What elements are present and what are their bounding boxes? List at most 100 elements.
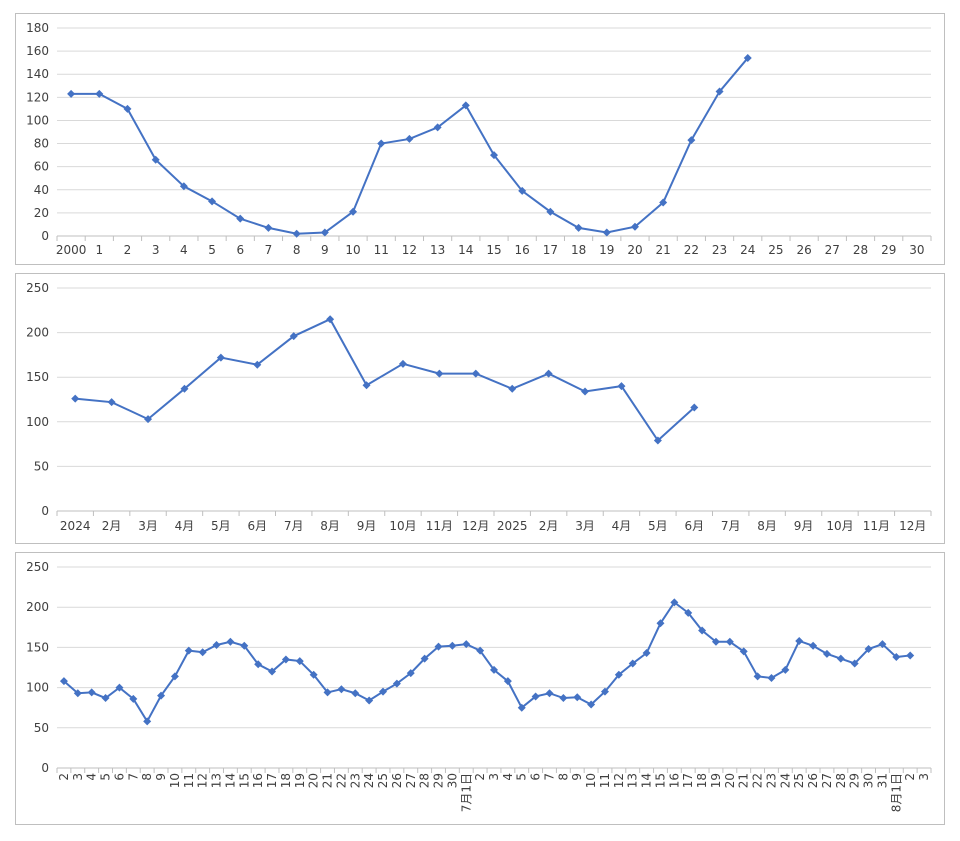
- data-point-marker: [349, 207, 358, 216]
- data-point-marker: [144, 415, 153, 424]
- data-point-marker: [508, 384, 517, 393]
- data-point-marker: [309, 670, 318, 679]
- x-tick-label: 2: [57, 773, 71, 781]
- data-point-marker: [157, 691, 166, 700]
- x-tick-label: 21: [737, 773, 751, 788]
- x-tick-label: 24: [362, 773, 376, 788]
- data-point-marker: [767, 673, 776, 682]
- x-tick-label: 13: [210, 773, 224, 788]
- x-tick-label: 26: [796, 243, 811, 257]
- x-tick-label: 30: [862, 773, 876, 788]
- y-tick-label: 160: [26, 44, 49, 58]
- data-point-marker: [781, 665, 790, 674]
- x-tick-label: 4: [180, 243, 188, 257]
- data-point-marker: [518, 186, 527, 195]
- y-tick-label: 60: [34, 160, 49, 174]
- data-point-marker: [725, 637, 734, 646]
- y-tick-label: 40: [34, 183, 49, 197]
- x-tick-label: 1: [95, 243, 103, 257]
- x-tick-label: 7月: [284, 519, 304, 533]
- y-tick-label: 250: [26, 281, 49, 295]
- data-point-marker: [289, 332, 298, 341]
- x-tick-label: 15: [237, 773, 251, 788]
- data-point-marker: [435, 369, 444, 378]
- data-point-marker: [326, 315, 335, 324]
- x-tick-label: 9月: [357, 519, 377, 533]
- x-tick-label: 30: [445, 773, 459, 788]
- y-tick-label: 150: [26, 370, 49, 384]
- data-point-marker: [462, 640, 471, 649]
- x-tick-label: 10月: [389, 519, 416, 533]
- x-tick-label: 26: [806, 773, 820, 788]
- x-tick-label: 3: [71, 773, 85, 781]
- x-tick-label: 20: [307, 773, 321, 788]
- x-tick-label: 2月: [102, 519, 122, 533]
- x-tick-label: 10: [584, 773, 598, 788]
- x-tick-label: 31: [875, 773, 889, 788]
- data-point-marker: [107, 398, 116, 407]
- y-tick-label: 150: [26, 640, 49, 654]
- x-tick-label: 2月: [539, 519, 559, 533]
- data-point-marker: [878, 640, 887, 649]
- x-tick-label: 15: [653, 773, 667, 788]
- data-point-marker: [179, 182, 188, 191]
- x-tick-label: 17: [543, 243, 558, 257]
- data-point-marker: [406, 669, 415, 678]
- y-tick-label: 250: [26, 560, 49, 574]
- x-tick-label: 6: [529, 773, 543, 781]
- x-tick-label: 8: [140, 773, 154, 781]
- data-point-marker: [503, 677, 512, 686]
- data-point-marker: [559, 694, 568, 703]
- x-tick-label: 2000: [56, 243, 87, 257]
- x-tick-label: 26: [390, 773, 404, 788]
- x-tick-label: 17: [265, 773, 279, 788]
- data-point-marker: [365, 696, 374, 705]
- x-tick-label: 3: [152, 243, 160, 257]
- x-tick-label: 11月: [863, 519, 890, 533]
- x-tick-label: 16: [667, 773, 681, 788]
- data-point-marker: [795, 636, 804, 645]
- data-point-marker: [405, 134, 414, 143]
- y-tick-label: 200: [26, 326, 49, 340]
- x-tick-label: 2024: [60, 519, 91, 533]
- y-tick-label: 50: [34, 459, 49, 473]
- x-tick-label: 7月1日: [459, 773, 473, 812]
- data-point-marker: [180, 384, 189, 393]
- x-tick-label: 2: [903, 773, 917, 781]
- x-tick-label: 11: [598, 773, 612, 788]
- x-tick-label: 21: [321, 773, 335, 788]
- data-point-marker: [170, 672, 179, 681]
- data-point-marker: [600, 687, 609, 696]
- data-point-marker: [129, 694, 138, 703]
- y-tick-label: 120: [26, 90, 49, 104]
- data-point-marker: [379, 687, 388, 696]
- x-tick-label: 5: [99, 773, 113, 781]
- data-point-marker: [906, 651, 915, 660]
- data-point-marker: [836, 654, 845, 663]
- data-point-marker: [602, 228, 611, 237]
- x-tick-label: 28: [418, 773, 432, 788]
- x-tick-label: 4: [85, 773, 99, 781]
- data-point-marker: [573, 693, 582, 702]
- data-point-marker: [123, 104, 132, 113]
- x-tick-label: 23: [348, 773, 362, 788]
- data-point-marker: [198, 648, 207, 657]
- data-point-marker: [87, 688, 96, 697]
- data-point-marker: [659, 198, 668, 207]
- data-point-marker: [743, 54, 752, 63]
- x-tick-label: 10月: [826, 519, 853, 533]
- data-point-marker: [628, 659, 637, 668]
- data-point-marker: [587, 700, 596, 709]
- data-point-marker: [517, 703, 526, 712]
- x-tick-label: 25: [768, 243, 783, 257]
- x-tick-label: 18: [279, 773, 293, 788]
- data-point-marker: [351, 689, 360, 698]
- x-tick-label: 16: [251, 773, 265, 788]
- x-tick-label: 12: [402, 243, 417, 257]
- data-point-marker: [544, 369, 553, 378]
- x-tick-label: 27: [404, 773, 418, 788]
- data-point-marker: [95, 89, 104, 98]
- x-tick-label: 5: [515, 773, 529, 781]
- x-tick-label: 3: [487, 773, 501, 781]
